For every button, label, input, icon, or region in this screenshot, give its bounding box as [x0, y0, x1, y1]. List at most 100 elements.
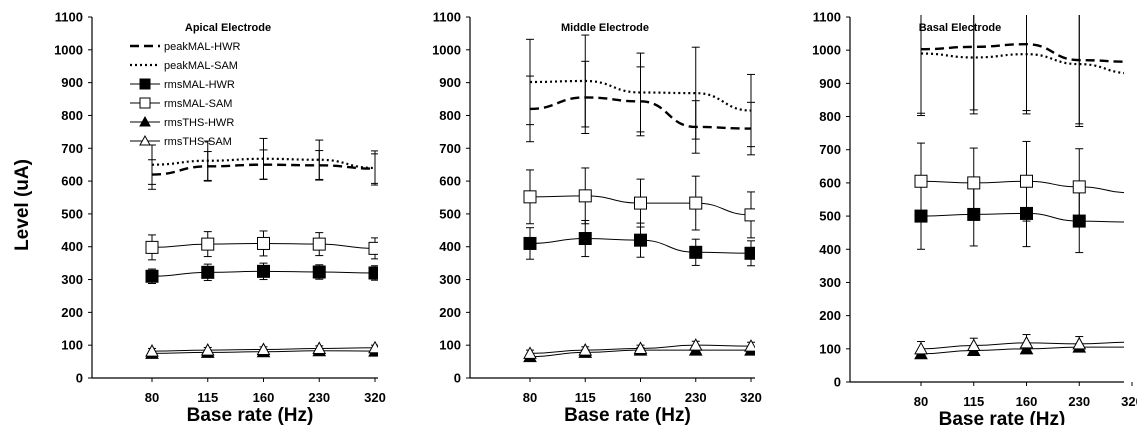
legend-marker — [139, 134, 151, 146]
data-point — [257, 236, 270, 250]
data-point — [368, 266, 378, 280]
data-point — [523, 236, 537, 250]
data-point — [744, 246, 755, 260]
data-point — [1126, 187, 1137, 199]
data-point — [966, 338, 981, 351]
data-point — [1126, 341, 1137, 352]
y-tick-label: 1000 — [54, 42, 83, 57]
plot-area — [914, 15, 1137, 360]
x-tick-label: 115 — [575, 390, 596, 405]
y-tick-label: 600 — [819, 175, 841, 190]
x-tick-label: 230 — [685, 390, 707, 405]
data-point — [145, 269, 159, 283]
data-point — [523, 346, 537, 359]
data-point — [200, 343, 215, 356]
legend-label: rmsTHS-HWR — [164, 117, 234, 129]
series-peakmal-sam — [148, 137, 378, 186]
series-rmsmal-sam — [145, 230, 378, 261]
y-tick-label: 500 — [819, 209, 841, 224]
y-tick-label: 1100 — [813, 10, 841, 25]
legend-label: rmsMAL-SAM — [164, 98, 232, 110]
y-tick-label: 100 — [61, 338, 83, 353]
y-tick-label: 0 — [454, 371, 461, 386]
y-tick-label: 700 — [819, 142, 841, 157]
data-point — [578, 232, 592, 246]
y-tick-label: 300 — [819, 275, 841, 290]
x-tick-label: 80 — [914, 394, 928, 409]
chart-title: Apical Electrode — [185, 22, 271, 34]
chart-title: Middle Electrode — [561, 22, 649, 34]
y-tick-label: 100 — [819, 341, 841, 356]
y-tick-label: 1000 — [432, 42, 461, 57]
x-axis-label: Base rate (Hz) — [564, 405, 691, 425]
y-tick-label: 400 — [439, 239, 461, 254]
series-rmsths-sam — [523, 338, 755, 359]
y-tick-label: 1100 — [55, 10, 83, 25]
x-tick-label: 80 — [523, 390, 537, 405]
y-tick-label: 400 — [819, 242, 841, 257]
y-tick-label: 600 — [439, 174, 461, 189]
data-point — [1126, 336, 1137, 347]
data-point — [634, 196, 647, 210]
x-tick-label: 230 — [1068, 394, 1090, 409]
x-tick-label: 320 — [364, 390, 386, 405]
series-line — [920, 52, 1124, 75]
series-rmsmal-sam — [914, 140, 1137, 226]
y-tick-label: 800 — [61, 108, 83, 123]
plot-area — [145, 137, 378, 359]
data-point — [744, 208, 755, 222]
data-point — [201, 265, 215, 279]
y-tick-label: 1100 — [433, 10, 461, 25]
y-tick-label: 500 — [61, 206, 83, 221]
legend-label: rmsMAL-HWR — [164, 79, 235, 91]
series-rmsmal-hwr — [523, 219, 755, 267]
series-rmsths-sam — [145, 340, 378, 357]
x-axis-label: Base rate (Hz) — [939, 409, 1066, 425]
y-tick-label: 0 — [76, 371, 83, 386]
data-point — [689, 245, 703, 259]
data-point — [312, 341, 327, 354]
y-tick-label: 700 — [61, 141, 83, 156]
data-point — [633, 341, 648, 354]
data-point — [145, 344, 159, 357]
legend-marker — [139, 78, 151, 90]
data-point — [1019, 335, 1034, 349]
legend: peakMAL-HWR peakMAL-SAM rmsMAL-HWR rmsMAL-S… — [130, 41, 240, 148]
data-point — [368, 241, 378, 255]
data-point — [1126, 216, 1137, 228]
x-tick-label: 80 — [145, 390, 159, 405]
data-point — [914, 341, 928, 355]
y-tick-label: 100 — [439, 338, 461, 353]
x-tick-label: 160 — [630, 390, 652, 405]
data-point — [312, 265, 326, 279]
x-tick-label: 320 — [1121, 394, 1137, 409]
chart-panel-apical-electrode: 0 100 200 300 400 500 600 700 800 900 1000 1100 80 11… — [54, 10, 386, 425]
data-point — [578, 189, 592, 203]
series-line — [151, 157, 376, 170]
data-point — [914, 174, 928, 188]
y-axis-label: Level (uA) — [12, 159, 33, 251]
data-point — [688, 338, 703, 351]
plot-area — [523, 34, 755, 363]
series-rmsmal-hwr — [145, 262, 378, 284]
x-tick-label: 115 — [963, 394, 984, 409]
legend-marker — [139, 115, 151, 127]
chart-panel-basal-electrode: 0 100 200 300 400 500 600 700 800 900 1000 1100 80 11… — [812, 10, 1137, 425]
data-point — [1072, 180, 1086, 194]
data-point — [368, 340, 378, 354]
y-tick-label: 200 — [439, 305, 461, 320]
data-point — [145, 240, 159, 254]
data-point — [256, 342, 271, 355]
x-tick-label: 160 — [1016, 394, 1038, 409]
y-tick-label: 900 — [61, 75, 83, 90]
y-tick-label: 900 — [819, 76, 841, 91]
y-tick-label: 200 — [61, 305, 83, 320]
data-point — [689, 196, 703, 210]
y-tick-label: 900 — [439, 75, 461, 90]
x-tick-label: 160 — [253, 390, 275, 405]
series-peakmal-sam — [917, 15, 1124, 125]
data-point — [523, 190, 537, 204]
data-point — [201, 237, 215, 251]
data-point — [578, 343, 593, 356]
